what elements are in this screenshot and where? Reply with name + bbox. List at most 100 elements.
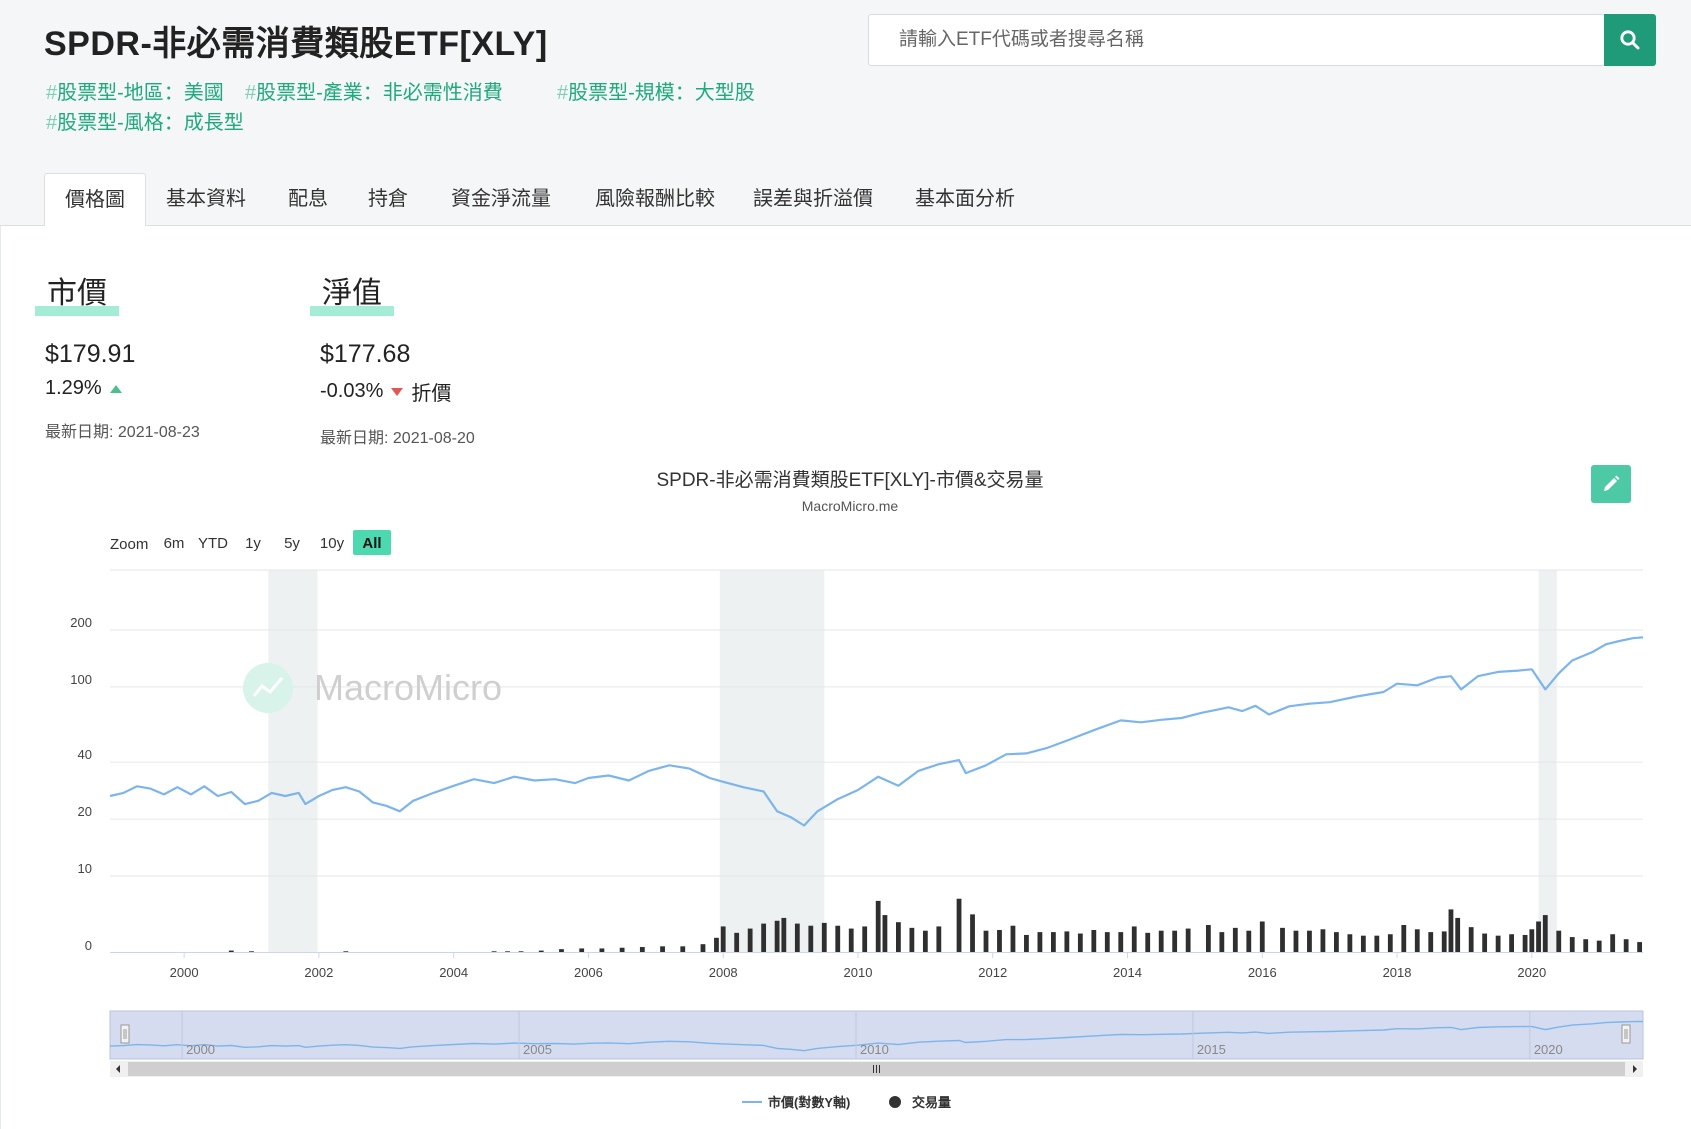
volume-bar	[747, 928, 753, 952]
market-price-date: 最新日期: 2021-08-23	[45, 424, 200, 441]
pencil-icon	[1604, 475, 1620, 491]
volume-bar	[1232, 927, 1238, 952]
volume-bar	[680, 946, 686, 952]
volume-bar	[1583, 939, 1589, 952]
volume-bar	[1441, 931, 1447, 952]
volume-bar	[1374, 935, 1380, 952]
navigator-handle-body	[1621, 1024, 1631, 1044]
tab-price-chart[interactable]: 價格圖	[44, 173, 146, 227]
volume-bar	[1360, 935, 1366, 952]
tab-dividend[interactable]: 配息	[288, 188, 328, 210]
tab-risk-return[interactable]: 風險報酬比較	[595, 188, 715, 210]
tag-label: 股票型-地區：美國	[57, 82, 224, 104]
volume-bar	[1522, 934, 1528, 952]
volume-bar	[956, 898, 962, 952]
recession-bands	[268, 570, 1557, 952]
y-tick-label: 40	[78, 747, 92, 762]
navigator-handle[interactable]	[1621, 1024, 1631, 1044]
navigator-range[interactable]	[109, 1010, 1644, 1060]
tag-label: 股票型-產業：非必需性消費	[256, 82, 503, 104]
zoom-button-all[interactable]: All	[353, 530, 391, 555]
volume-bar	[1320, 929, 1326, 952]
zoom-button-label: 6m	[164, 535, 185, 552]
legend-item-volume[interactable]: 交易量	[889, 1095, 951, 1110]
edit-button[interactable]	[1591, 465, 1631, 503]
zoom-button-6m[interactable]: 6m	[164, 535, 185, 552]
volume-bar	[491, 951, 497, 952]
zoom-button-5y[interactable]: 5y	[284, 535, 300, 552]
zoom-button-1y[interactable]: 1y	[245, 535, 261, 552]
tab-basic-info[interactable]: 基本資料	[166, 188, 246, 210]
price-volume-chart: SPDR-非必需消費類股ETF[XLY]-市價&交易量 MacroMicro.m…	[70, 469, 1644, 1110]
tag-label: 股票型-風格：成長型	[57, 112, 244, 134]
volume-axis-label: 0	[85, 938, 92, 953]
x-tick-label: 2004	[439, 965, 468, 980]
tag-style[interactable]: #股票型-風格：成長型	[46, 106, 244, 135]
volume-bar	[579, 948, 585, 952]
volume-bar	[1131, 926, 1137, 952]
navigator-tick-label: 2010	[860, 1042, 889, 1057]
volume-bar	[1536, 921, 1541, 952]
x-tick-label: 2002	[304, 965, 333, 980]
volume-bar	[1219, 932, 1225, 952]
volume-bar	[1050, 932, 1056, 952]
tab-tracking-error[interactable]: 誤差與折溢價	[753, 188, 873, 210]
legend-item-price[interactable]: 市價(對數Y軸)	[742, 1095, 850, 1110]
navigator[interactable]: 2000 2005 2010 2015 2020	[109, 1010, 1644, 1077]
y-tick-label: 10	[78, 861, 92, 876]
volume-bar	[821, 922, 827, 952]
navigator-tick-label: 2015	[1197, 1042, 1226, 1057]
tab-fund-flow[interactable]: 資金淨流量	[451, 188, 551, 210]
zoom-button-ytd[interactable]: YTD	[198, 535, 228, 552]
volume-bar	[761, 923, 767, 952]
zoom-button-10y[interactable]: 10y	[320, 535, 345, 552]
volume-bar	[518, 951, 524, 952]
arrow-up-icon	[109, 384, 122, 393]
volume-bar	[896, 922, 901, 952]
etf-title: SPDR-非必需消費類股ETF[XLY]	[44, 25, 548, 63]
search-box	[868, 14, 1605, 66]
arrow-down-icon	[391, 387, 404, 396]
zoom-button-label: 5y	[284, 535, 300, 552]
nav-label: 淨值	[310, 268, 394, 316]
volume-bar	[862, 926, 868, 952]
tab-fundamentals[interactable]: 基本面分析	[915, 188, 1015, 210]
y-tick-label: 200	[70, 615, 92, 630]
volume-bar	[1482, 933, 1488, 952]
scroll-left-icon[interactable]	[116, 1065, 120, 1073]
volume-bar	[734, 932, 740, 952]
tag-sector[interactable]: #股票型-產業：非必需性消費	[245, 76, 503, 105]
watermark-logo-mark	[252, 677, 284, 697]
search-button[interactable]	[1604, 14, 1656, 66]
volume-bar	[1428, 932, 1434, 952]
volume-bar	[1610, 934, 1616, 952]
volume-bar	[599, 948, 605, 952]
tab-holdings[interactable]: 持倉	[368, 188, 408, 210]
tag-size[interactable]: #股票型-規模：大型股	[557, 76, 755, 105]
search-icon	[1620, 30, 1640, 50]
scroll-right-icon[interactable]	[1633, 1065, 1637, 1073]
volume-bar	[1596, 940, 1602, 952]
discount-label: 折價	[411, 383, 452, 405]
volume-bar	[700, 944, 706, 952]
volume-bar	[619, 947, 625, 952]
zoom-label: Zoom	[110, 536, 148, 553]
volume-bar	[1064, 931, 1070, 952]
volume-bar	[1010, 925, 1016, 952]
y-tick-label: 100	[70, 672, 92, 687]
legend-label: 交易量	[912, 1095, 951, 1110]
nav-date: 最新日期: 2021-08-20	[320, 430, 475, 447]
volume-bar	[1205, 925, 1211, 952]
volume-bar	[1037, 932, 1043, 952]
volume-bar	[1468, 927, 1474, 952]
x-tick-label: 2014	[1113, 965, 1142, 980]
x-tick-label: 2000	[170, 965, 199, 980]
navigator-handle[interactable]	[120, 1024, 130, 1044]
recession-band	[719, 570, 825, 952]
search-input[interactable]	[869, 15, 1604, 65]
volume-bar	[1414, 929, 1420, 952]
volume-bar	[538, 950, 544, 952]
tag-region[interactable]: #股票型-地區：美國	[46, 76, 224, 105]
volume-bar	[1077, 933, 1083, 952]
volume-bar	[1091, 929, 1097, 952]
